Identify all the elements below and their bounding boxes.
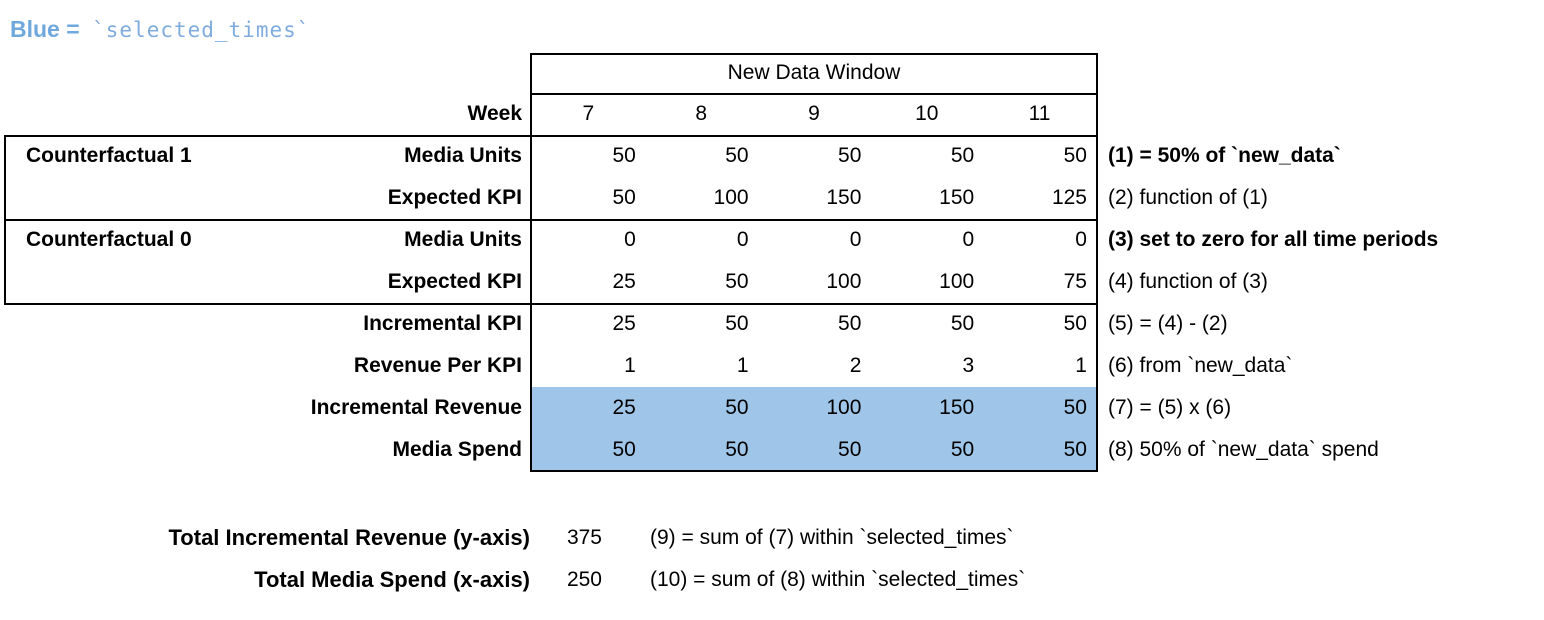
value-cell: 25	[612, 396, 636, 419]
total-value: 250	[566, 568, 602, 591]
legend: Blue = `selected_times`	[10, 16, 310, 43]
row-annotation: (1) = 50% of `new_data`	[1108, 144, 1341, 167]
week-label: Week	[467, 102, 522, 125]
row-annotation: (3) set to zero for all time periods	[1108, 228, 1439, 251]
row-label: Media Units	[404, 144, 522, 167]
week-cell: 9	[808, 102, 820, 125]
row-cells: 1 1 2 3 1	[532, 345, 1096, 387]
value-cell: 50	[1063, 312, 1087, 335]
row-cells: 25 50 50 50 50	[532, 303, 1096, 345]
value-cell: 50	[950, 312, 975, 335]
value-cell: 125	[1051, 186, 1087, 209]
new-data-window-header: New Data Window	[727, 61, 901, 84]
value-cell: 50	[725, 144, 749, 167]
row-label: Incremental KPI	[363, 312, 522, 335]
value-cell: 1	[624, 354, 636, 377]
value-cell: 50	[725, 312, 749, 335]
value-cell: 50	[838, 438, 862, 461]
row-annotation: (8) 50% of `new_data` spend	[1108, 438, 1379, 461]
row-cells-selected-times: 25 50 100 150 50	[532, 387, 1096, 429]
value-cell: 1	[1075, 354, 1087, 377]
week-cells: 7 8 9 10 11	[532, 93, 1096, 135]
row-cells: 0 0 0 0 0	[532, 219, 1096, 261]
value-cell: 50	[950, 438, 975, 461]
week-cell: 7	[582, 102, 595, 125]
value-cell: 50	[838, 312, 862, 335]
row-cells: 50 50 50 50 50	[532, 135, 1096, 177]
value-cell: 50	[725, 438, 749, 461]
total-annotation: (10) = sum of (8) within `selected_times…	[650, 568, 1026, 591]
row-label: Media Spend	[392, 438, 522, 461]
value-cell: 150	[939, 186, 975, 209]
value-cell: 50	[1063, 144, 1087, 167]
value-cell: 0	[1075, 228, 1087, 251]
table-row-highlighted: Incremental Revenue 25 50 100 150 50 (7)…	[0, 387, 1544, 429]
value-cell: 25	[612, 270, 636, 293]
week-row: Week 7 8 9 10 11	[0, 93, 1544, 135]
value-cell: 50	[612, 186, 636, 209]
value-cell: 2	[849, 354, 862, 377]
total-label: Total Media Spend (x-axis)	[254, 567, 530, 592]
value-cell: 150	[939, 396, 975, 419]
value-cell: 50	[612, 144, 636, 167]
row-label: Expected KPI	[387, 270, 522, 293]
week-cell: 10	[915, 102, 939, 125]
value-cell: 50	[612, 438, 636, 461]
table-row: Revenue Per KPI 1 1 2 3 1 (6) from `new_…	[0, 345, 1544, 387]
value-cell: 1	[736, 354, 749, 377]
value-cell: 100	[826, 396, 862, 419]
group-label-counterfactual-0: Counterfactual 0	[26, 228, 192, 251]
row-label: Media Units	[404, 228, 522, 251]
row-label: Incremental Revenue	[310, 396, 522, 419]
value-cell: 25	[612, 312, 636, 335]
total-annotation: (9) = sum of (7) within `selected_times`	[650, 526, 1014, 549]
value-cell: 50	[1063, 396, 1087, 419]
value-cell: 50	[838, 144, 862, 167]
legend-blue-label: Blue =	[10, 16, 80, 42]
row-cells: 50 100 150 150 125	[532, 177, 1096, 219]
row-label: Revenue Per KPI	[353, 354, 522, 377]
table-row: Incremental KPI 25 50 50 50 50 (5) = (4)…	[0, 303, 1544, 345]
group-label-counterfactual-1: Counterfactual 1	[26, 144, 192, 167]
value-cell: 100	[713, 186, 749, 209]
table-row-highlighted: Media Spend 50 50 50 50 50 (8) 50% of `n…	[0, 429, 1544, 471]
value-cell: 100	[939, 270, 975, 293]
row-annotation: (5) = (4) - (2)	[1108, 312, 1228, 335]
table-row: Expected KPI 25 50 100 100 75 (4) functi…	[0, 261, 1544, 303]
row-annotation: (2) function of (1)	[1108, 186, 1268, 209]
week-cell: 8	[695, 102, 708, 125]
table-row: Counterfactual 0 Media Units 0 0 0 0 0 (…	[0, 219, 1544, 261]
legend-selected-times-code: `selected_times`	[92, 18, 311, 42]
value-cell: 50	[725, 270, 749, 293]
table-row: Expected KPI 50 100 150 150 125 (2) func…	[0, 177, 1544, 219]
value-cell: 50	[725, 396, 749, 419]
week-cell: 11	[1028, 102, 1051, 125]
row-label: Expected KPI	[387, 186, 522, 209]
value-cell: 50	[1063, 438, 1087, 461]
row-cells: 25 50 100 100 75	[532, 261, 1096, 303]
row-annotation: (6) from `new_data`	[1108, 354, 1293, 377]
value-cell: 0	[962, 228, 975, 251]
table-row: Counterfactual 1 Media Units 50 50 50 50…	[0, 135, 1544, 177]
value-cell: 75	[1063, 270, 1087, 293]
value-cell: 150	[826, 186, 862, 209]
value-cell: 0	[736, 228, 749, 251]
value-cell: 50	[950, 144, 975, 167]
row-cells-selected-times: 50 50 50 50 50	[532, 429, 1096, 471]
row-annotation: (7) = (5) x (6)	[1108, 396, 1232, 419]
row-annotation: (4) function of (3)	[1108, 270, 1268, 293]
total-value: 375	[566, 526, 602, 549]
value-cell: 100	[826, 270, 862, 293]
total-media-spend-row: Total Media Spend (x-axis) 250 (10) = su…	[0, 559, 1544, 601]
total-label: Total Incremental Revenue (y-axis)	[168, 525, 531, 550]
value-cell: 3	[962, 354, 975, 377]
value-cell: 0	[849, 228, 862, 251]
total-incremental-revenue-row: Total Incremental Revenue (y-axis) 375 (…	[0, 517, 1544, 559]
value-cell: 0	[624, 228, 636, 251]
